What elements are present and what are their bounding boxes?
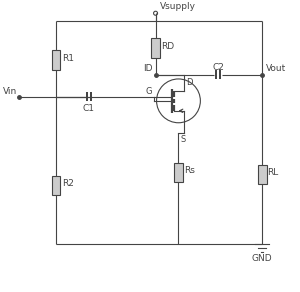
Text: Vin: Vin	[3, 87, 17, 96]
Text: R1: R1	[62, 53, 74, 62]
Text: G: G	[145, 87, 152, 96]
Text: S: S	[181, 135, 186, 144]
Text: D: D	[186, 78, 193, 87]
Text: Vout: Vout	[266, 64, 286, 73]
Bar	[52, 175, 61, 195]
Circle shape	[154, 11, 158, 15]
Text: GND: GND	[252, 254, 272, 263]
Circle shape	[157, 79, 200, 123]
Text: ID: ID	[143, 64, 153, 73]
Text: R2: R2	[62, 179, 74, 188]
Text: C2: C2	[212, 63, 224, 72]
Bar	[151, 38, 160, 58]
Bar	[258, 165, 267, 185]
Bar	[52, 50, 61, 70]
Text: Rs: Rs	[184, 166, 195, 175]
Text: RL: RL	[267, 168, 278, 177]
Text: C1: C1	[83, 104, 95, 113]
Text: RD: RD	[161, 41, 175, 51]
Text: Vsupply: Vsupply	[160, 2, 196, 11]
Bar	[174, 163, 183, 182]
